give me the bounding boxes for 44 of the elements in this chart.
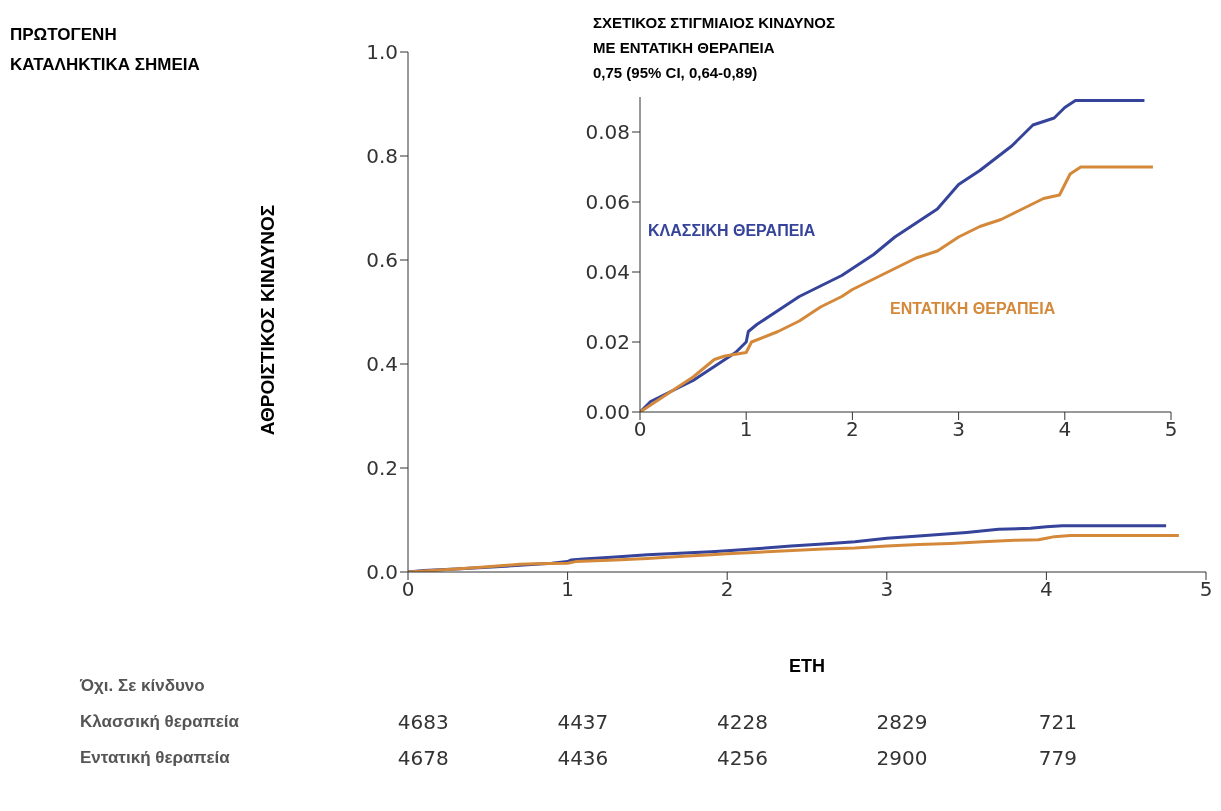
- y-tick-label: 0.4: [366, 352, 398, 377]
- x-tick-label: 2: [846, 417, 859, 442]
- x-tick-label: 5: [1199, 577, 1213, 602]
- y-tick-label: 0.04: [585, 260, 630, 285]
- line-series: [640, 165, 1155, 412]
- x-tick-label: 3: [952, 417, 965, 442]
- text: Εντατική θεραπεία: [80, 748, 230, 768]
- x-tick-label: 3: [880, 577, 894, 602]
- text: 4437: [557, 710, 609, 734]
- text: 721: [1038, 710, 1077, 734]
- x-tick-label: 2: [720, 577, 734, 602]
- text: 779: [1038, 746, 1077, 770]
- annotation: ΣΧΕΤΙΚΟΣ ΣΤΙΓΜΙΑΙΟΣ ΚΙΝΔΥΝΟΣ ΜΕ ΕΝΤΑΤΙΚΗ ΘΕΡΑΠΕΙΑ 0,75 (95% CI, 0,64-0,89): [593, 13, 835, 83]
- text: 2900: [876, 746, 928, 770]
- x-tick-label: 1: [739, 417, 753, 442]
- y-tick-label: 0.08: [585, 120, 630, 145]
- y-tick-label: 1.0: [366, 40, 398, 65]
- text: 4228: [717, 710, 768, 734]
- text: 4683: [397, 710, 449, 734]
- text: 4436: [557, 746, 609, 770]
- x-axis-title: ΕΤΗ: [789, 656, 825, 677]
- text: 4256: [717, 746, 768, 770]
- series-label: ΕΝΤΑΤΙΚΗ ΘΕΡΑΠΕΙΑ: [890, 300, 1056, 318]
- x-tick-label: 4: [1040, 577, 1053, 602]
- y-tick-label: 0.8: [366, 144, 398, 169]
- x-tick-label: 1: [561, 577, 574, 602]
- y-tick-label: 0.0: [366, 560, 398, 585]
- x-tick-label: 5: [1164, 417, 1178, 442]
- text: Όχι. Σε κίνδυνο: [80, 676, 205, 696]
- x-tick-label: 4: [1058, 417, 1072, 442]
- y-tick-label: 0.2: [366, 456, 398, 481]
- y-tick-label: 0.00: [585, 400, 630, 425]
- x-tick-label: 0: [401, 577, 415, 602]
- y-axis-title: ΑΘΡΟΙΣΤΙΚΟΣ ΚΙΝΔΥΝΟΣ: [257, 204, 279, 436]
- text: ΠΡΩΤΟΓΕΝΗ ΚΑΤΑΛΗΚΤΙΚΑ ΣΗΜΕΙΑ: [10, 24, 201, 76]
- text: 4678: [397, 746, 449, 770]
- text: Κλασσική θεραπεία: [80, 712, 240, 732]
- y-tick-label: 0.06: [585, 190, 630, 215]
- text: ΚΛΑΣΣΙΚΗ ΘΕΡΑΠΕΙΑ: [648, 222, 816, 240]
- y-tick-label: 0.6: [366, 248, 398, 273]
- y-tick-label: 0.02: [585, 330, 630, 355]
- text: 2829: [876, 710, 928, 734]
- line-series: [408, 534, 1181, 572]
- x-tick-label: 0: [633, 417, 647, 442]
